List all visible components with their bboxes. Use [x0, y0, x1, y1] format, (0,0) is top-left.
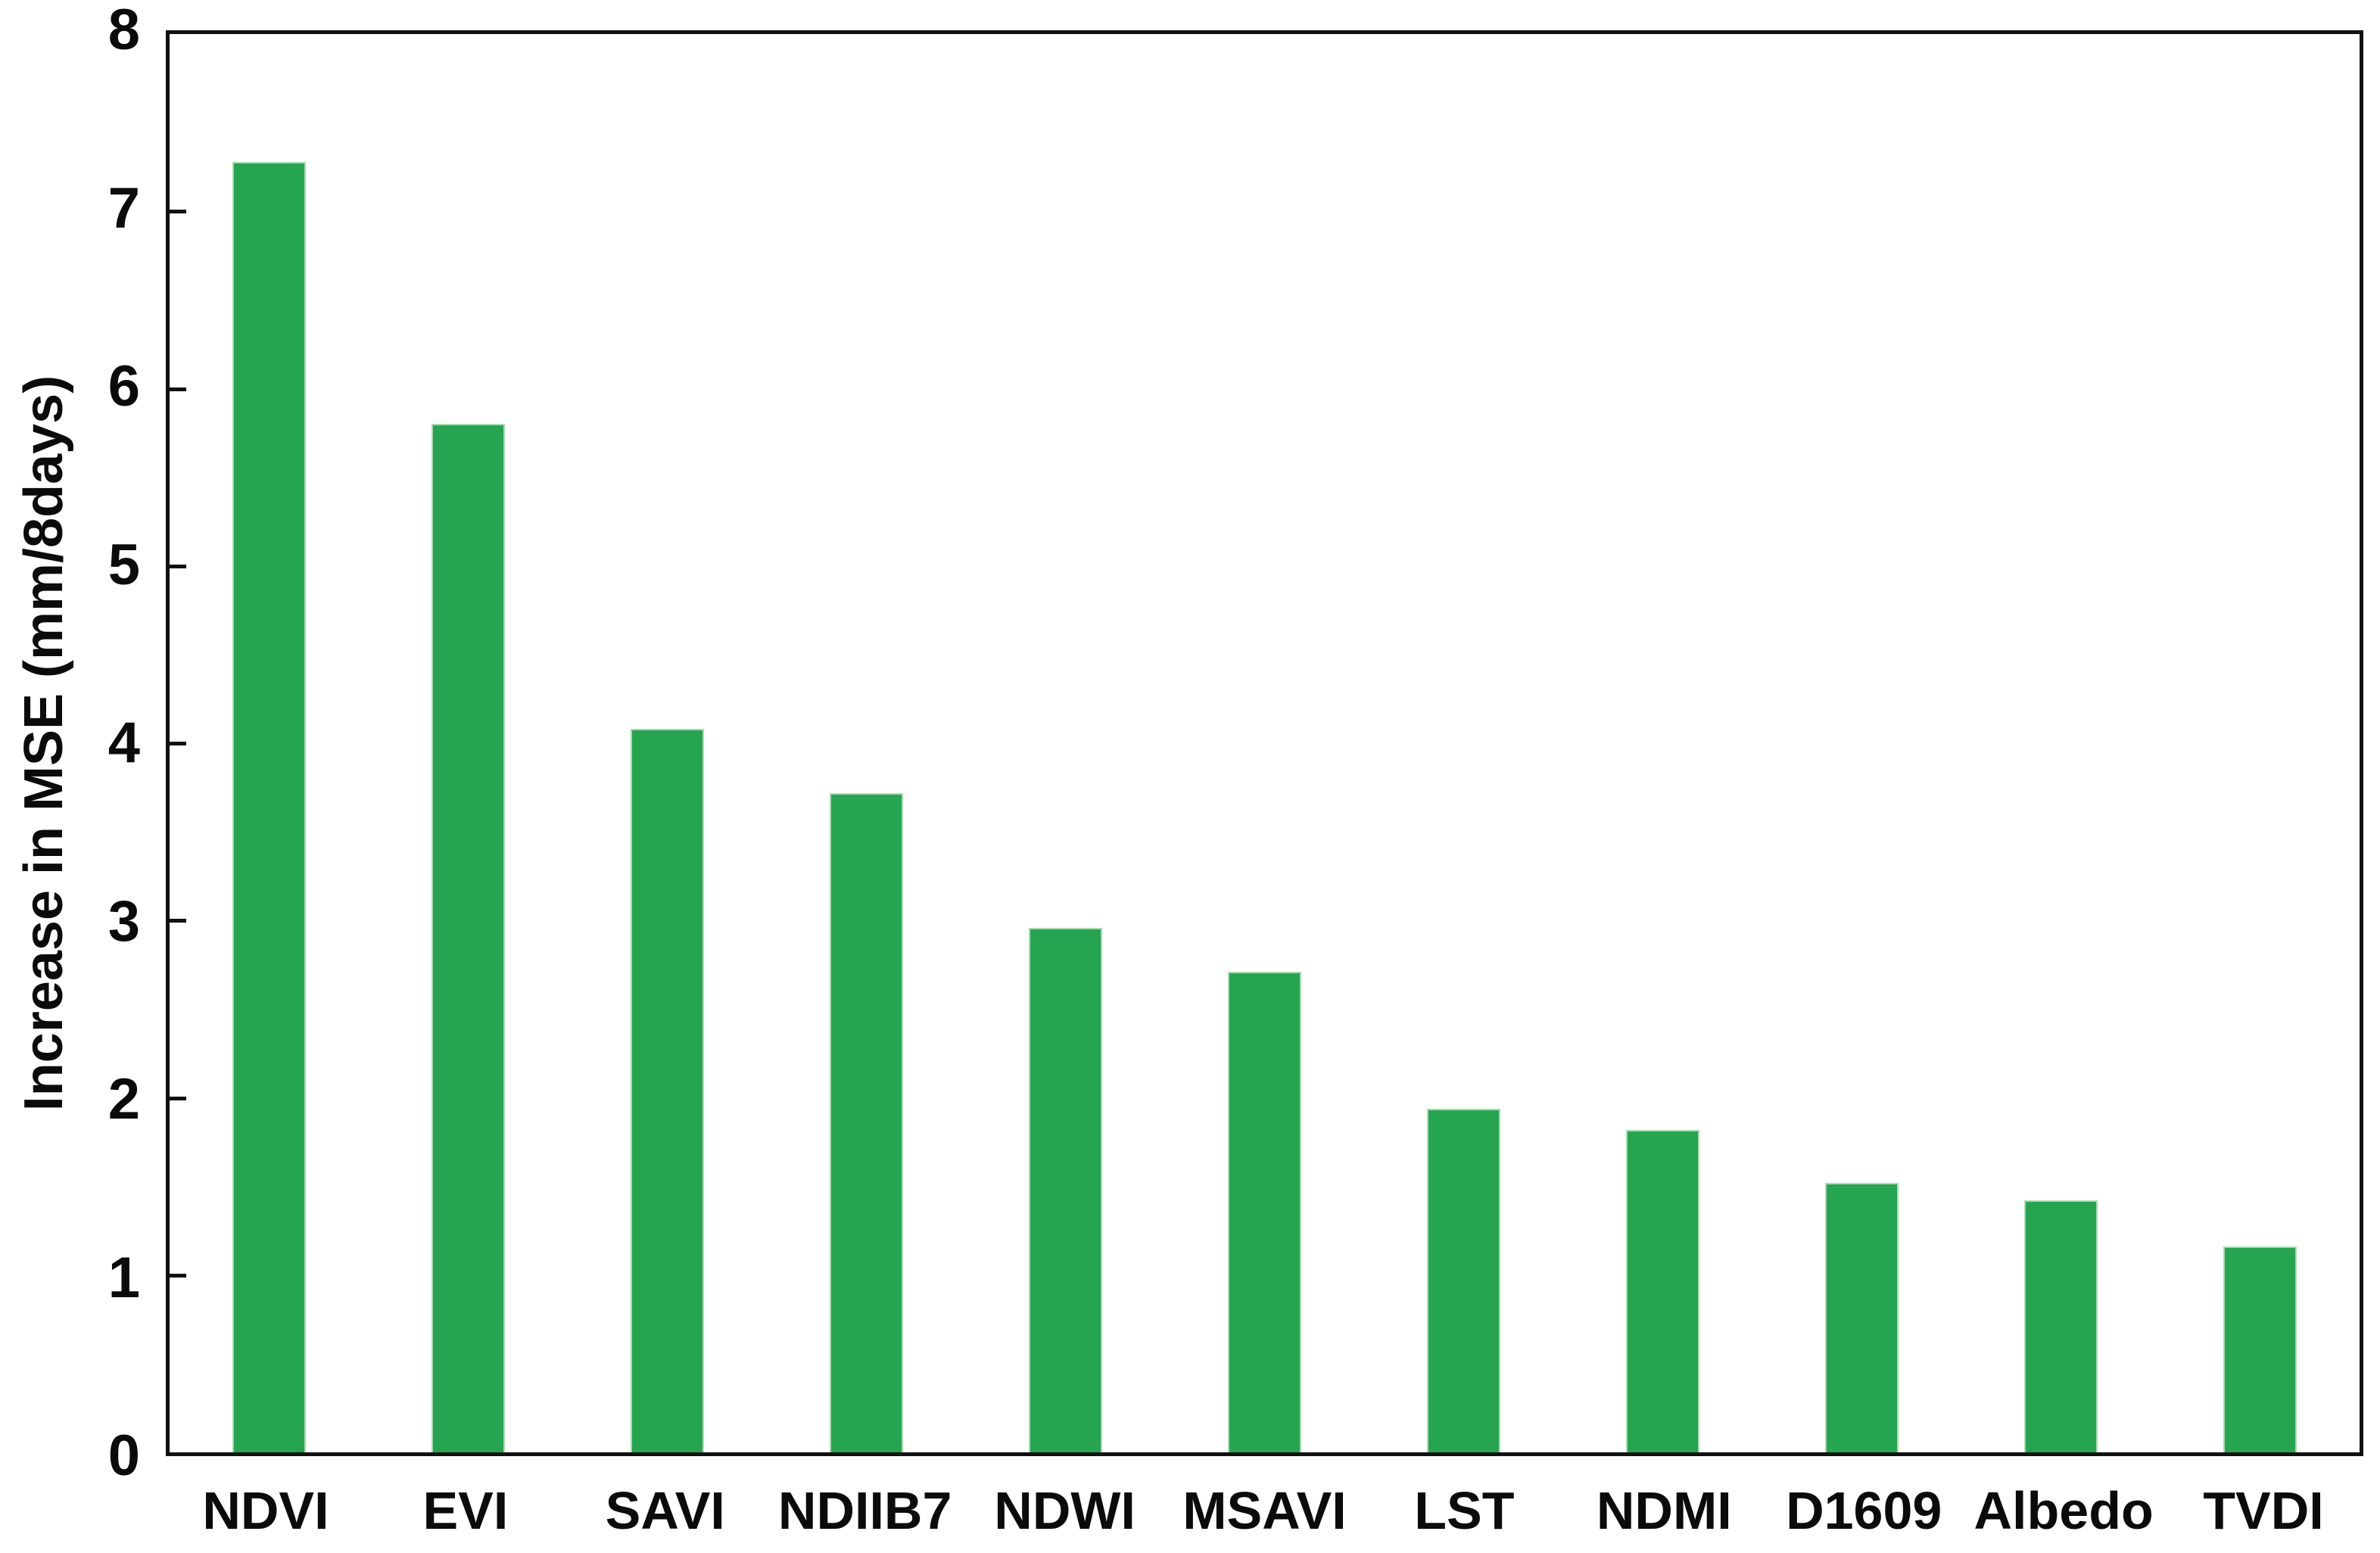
y-tick-label-2: 2	[107, 1067, 140, 1131]
bar-slot	[1364, 34, 1563, 1452]
bar-ndwi	[1028, 927, 1103, 1452]
bar-albedo	[2023, 1200, 2098, 1452]
bar-tvdi	[2223, 1246, 2297, 1452]
y-tick-mark-5	[170, 564, 186, 568]
bar-slot	[1961, 34, 2160, 1452]
bar-slot	[1762, 34, 1961, 1452]
y-tick-mark-6	[170, 387, 186, 391]
bars-container	[170, 34, 2360, 1452]
y-tick-label-3: 3	[107, 889, 140, 954]
x-tick-label-msavi: MSAVI	[1182, 1481, 1347, 1540]
bar-ndvi	[232, 161, 307, 1452]
bar-slot	[369, 34, 568, 1452]
bar-ndmi	[1625, 1129, 1700, 1452]
x-axis-labels: NDVI EVI SAVI NDIIB7 NDWI MSAVI LST NDMI D1609 Al…	[166, 1471, 2363, 1550]
bar-slot	[966, 34, 1165, 1452]
x-tick-label-ndvi: NDVI	[202, 1481, 329, 1540]
x-tick-label-ndwi: NDWI	[994, 1481, 1135, 1540]
bar-slot	[1563, 34, 1762, 1452]
bar-slot	[2160, 34, 2360, 1452]
bar-slot	[170, 34, 369, 1452]
bar-msavi	[1227, 972, 1302, 1452]
bar-savi	[630, 729, 705, 1452]
y-tick-mark-3	[170, 919, 186, 923]
x-tick-label-tvdi: TVDI	[2203, 1481, 2324, 1540]
y-tick-mark-1	[170, 1273, 186, 1278]
y-tick-label-7: 7	[107, 176, 140, 241]
y-axis-tick-labels: 0 1 2 3 4 5 6 7 8	[0, 0, 140, 1553]
bar-lst	[1426, 1108, 1501, 1452]
x-tick-label-ndiib7: NDIIB7	[777, 1481, 952, 1540]
y-tick-label-5: 5	[107, 532, 140, 597]
bar-d1609	[1824, 1182, 1899, 1452]
x-tick-label-ndmi: NDMI	[1596, 1481, 1732, 1540]
x-tick-label-albedo: Albedo	[1973, 1481, 2154, 1540]
y-tick-label-8: 8	[107, 0, 140, 62]
bar-slot	[767, 34, 966, 1452]
bar-slot	[568, 34, 767, 1452]
y-tick-mark-4	[170, 742, 186, 745]
y-tick-label-4: 4	[107, 711, 140, 775]
bar-ndiib7	[829, 792, 904, 1452]
y-tick-label-1: 1	[107, 1245, 140, 1310]
y-tick-label-0: 0	[107, 1424, 140, 1488]
bar-slot	[1165, 34, 1364, 1452]
x-tick-label-savi: SAVI	[605, 1481, 725, 1540]
y-tick-label-6: 6	[107, 354, 140, 419]
x-tick-label-lst: LST	[1414, 1481, 1515, 1540]
plot-area	[166, 30, 2363, 1456]
y-tick-mark-7	[170, 210, 186, 214]
x-tick-label-evi: EVI	[422, 1481, 509, 1540]
bar-evi	[431, 424, 506, 1452]
y-tick-mark-2	[170, 1096, 186, 1100]
x-tick-label-d1609: D1609	[1786, 1481, 1942, 1540]
